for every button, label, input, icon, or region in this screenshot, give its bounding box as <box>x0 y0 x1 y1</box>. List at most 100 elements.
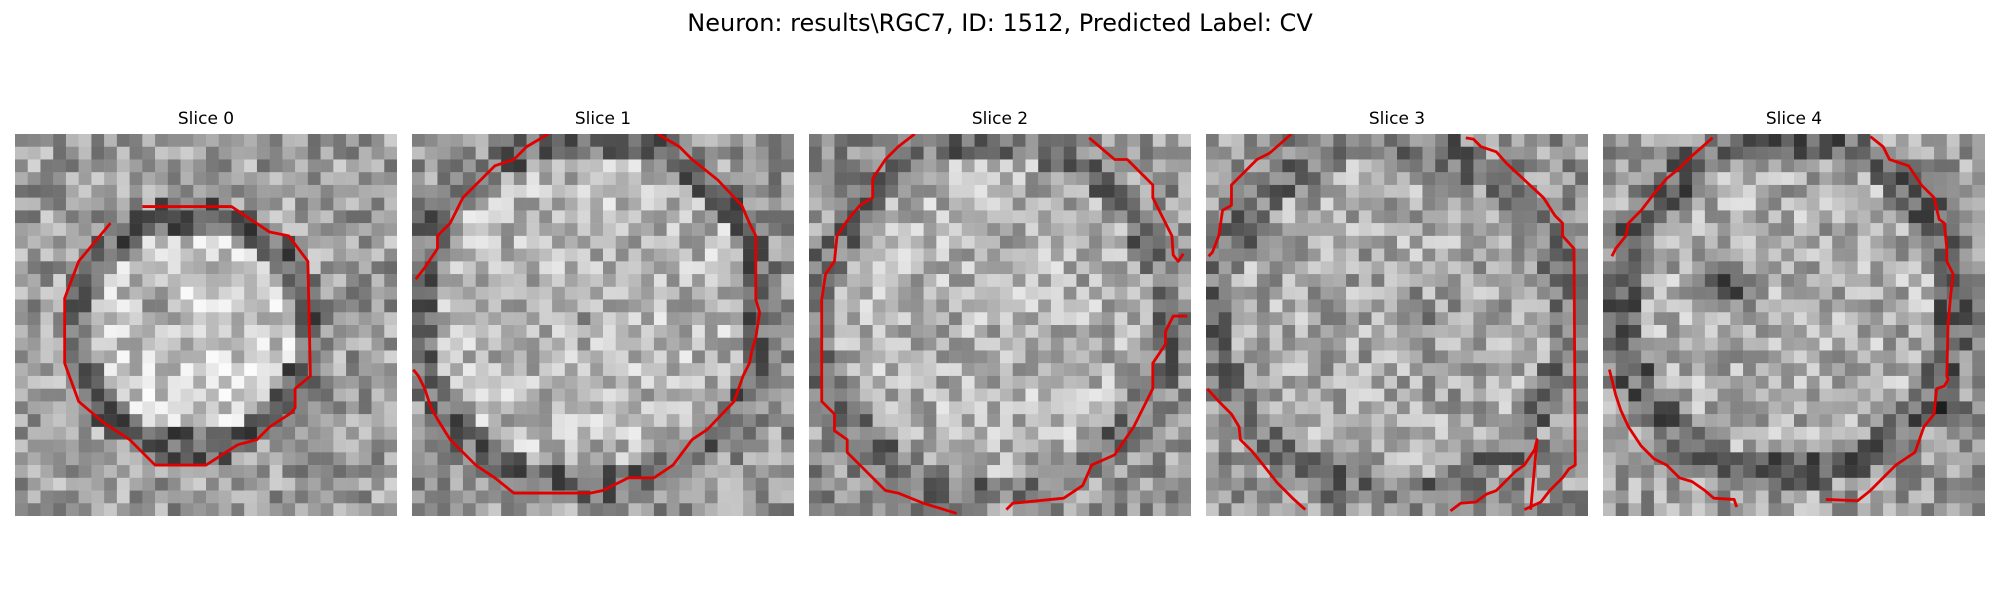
pixel <box>1384 477 1398 491</box>
pixel <box>1743 388 1757 402</box>
pixel <box>564 477 578 491</box>
pixel <box>1781 401 1795 415</box>
pixel <box>834 197 848 211</box>
pixel <box>987 350 1001 364</box>
pixel <box>526 465 540 479</box>
pixel <box>1206 261 1219 275</box>
pixel <box>1819 146 1833 160</box>
pixel <box>1844 325 1858 338</box>
pixel <box>1549 197 1563 211</box>
pixel <box>1038 172 1052 186</box>
pixel <box>666 490 680 504</box>
pixel <box>358 388 372 402</box>
pixel <box>282 159 296 173</box>
pixel <box>231 184 245 198</box>
pixel <box>295 490 309 504</box>
pixel <box>743 439 757 453</box>
pixel <box>717 286 731 300</box>
pixel <box>1524 299 1538 313</box>
pixel <box>1038 414 1052 428</box>
pixel <box>936 261 950 275</box>
slice-panel-1: Slice 1 <box>412 108 794 516</box>
pixel <box>358 235 372 249</box>
pixel <box>603 134 616 147</box>
pixel <box>206 146 219 160</box>
pixel <box>1256 210 1270 224</box>
pixel <box>936 452 950 466</box>
pixel <box>1972 439 1985 453</box>
pixel <box>53 210 67 224</box>
pixel <box>1244 172 1258 186</box>
pixel <box>307 503 321 516</box>
pixel <box>1244 223 1258 237</box>
pixel <box>65 248 79 262</box>
pixel <box>847 146 861 160</box>
pixel <box>1934 248 1948 262</box>
pixel <box>1972 465 1985 479</box>
pixel <box>358 503 372 516</box>
pixel <box>1295 439 1309 453</box>
pixel <box>872 490 886 504</box>
pixel <box>1921 223 1935 237</box>
pixel <box>1127 235 1141 249</box>
pixel <box>1755 159 1769 173</box>
pixel <box>1038 299 1052 313</box>
segmentation-contour-4-right <box>1825 135 1955 503</box>
pixel <box>424 274 438 288</box>
pixel <box>1218 465 1232 479</box>
pixel <box>768 465 782 479</box>
pixel <box>295 503 309 516</box>
pixel <box>743 452 757 466</box>
pixel <box>206 261 219 275</box>
pixel <box>1397 197 1410 211</box>
pixel <box>1857 375 1871 389</box>
pixel <box>872 210 886 224</box>
pixel <box>40 197 54 211</box>
pixel <box>1460 465 1474 479</box>
pixel <box>692 146 706 160</box>
pixel <box>91 235 105 249</box>
pixel <box>1012 235 1026 249</box>
pixel <box>1333 439 1347 453</box>
pixel <box>564 248 578 262</box>
pixel <box>1717 299 1731 313</box>
pixel <box>180 172 194 186</box>
pixel <box>1333 312 1347 326</box>
pixel <box>1244 465 1258 479</box>
pixel <box>898 286 912 300</box>
pixel <box>437 490 451 504</box>
pixel <box>1447 274 1461 288</box>
pixel <box>1819 172 1833 186</box>
pixel <box>641 375 655 389</box>
pixel <box>1768 414 1782 428</box>
pixel <box>603 490 616 504</box>
pixel <box>1921 363 1935 377</box>
pixel <box>1269 274 1283 288</box>
pixel <box>1165 146 1179 160</box>
pixel <box>1320 388 1334 402</box>
pixel <box>1908 363 1922 377</box>
pixel <box>1307 210 1321 224</box>
pixel <box>577 414 591 428</box>
pixel <box>1575 477 1588 491</box>
pixel <box>1768 426 1782 440</box>
pixel <box>1959 159 1973 173</box>
pixel <box>539 503 553 516</box>
pixel <box>1447 248 1461 262</box>
pixel <box>1333 197 1347 211</box>
pixel <box>885 134 899 147</box>
pixel <box>628 465 642 479</box>
pixel <box>809 452 822 466</box>
pixel <box>552 477 566 491</box>
pixel <box>859 146 873 160</box>
pixel <box>1114 465 1128 479</box>
pixel <box>1076 210 1090 224</box>
pixel <box>1089 312 1103 326</box>
pixel <box>1883 452 1897 466</box>
pixel <box>1768 325 1782 338</box>
pixel <box>653 325 667 338</box>
pixel <box>834 490 848 504</box>
pixel <box>1358 503 1372 516</box>
pixel <box>910 159 924 173</box>
pixel <box>821 477 835 491</box>
